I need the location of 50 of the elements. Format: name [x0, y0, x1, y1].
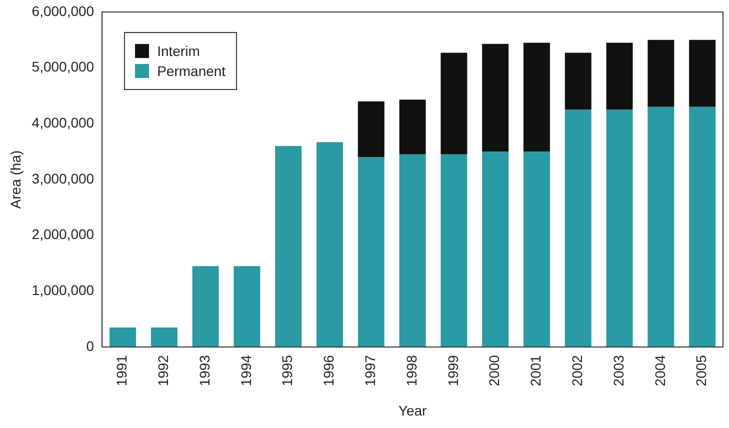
x-tick-label: 1992: [155, 354, 172, 386]
bar: [399, 100, 426, 154]
x-tick-label: 1999: [444, 354, 461, 386]
bar: [523, 42, 550, 152]
bar: [275, 146, 302, 348]
y-tick-label: 5,000,000: [32, 58, 94, 75]
y-tick-label: 3,000,000: [32, 170, 94, 186]
x-tick-label: 1993: [196, 354, 212, 386]
y-tick-label: 4,000,000: [32, 114, 94, 131]
y-axis-title: Area (ha): [7, 150, 24, 209]
y-tick-label: 2,000,000: [32, 226, 94, 242]
bar: [440, 154, 468, 348]
bar: [648, 40, 674, 107]
x-tick-label: 1998: [403, 354, 420, 386]
bar: [482, 152, 509, 348]
x-tick-label: 2000: [486, 354, 502, 386]
bar: [482, 44, 509, 152]
bar: [399, 154, 426, 348]
bar: [689, 106, 716, 348]
x-tick-label: 2004: [652, 354, 668, 386]
y-tick-label: 0: [86, 338, 94, 354]
legend-label: Interim: [157, 43, 200, 59]
x-tick-label: 2001: [528, 354, 544, 386]
bar: [192, 266, 219, 348]
x-tick-label: 2003: [610, 354, 626, 386]
x-tick-label: 1994: [238, 354, 254, 386]
y-tick-label: 6,000,000: [32, 2, 94, 19]
bar: [564, 110, 592, 348]
bar: [440, 52, 468, 154]
bar: [689, 40, 716, 107]
bar: [564, 52, 592, 110]
bar: [358, 101, 384, 158]
bar: [150, 328, 178, 348]
bar: [648, 106, 674, 348]
x-tick-label: 2005: [693, 354, 710, 386]
x-tick-label: 1995: [279, 354, 296, 386]
bar: [234, 266, 260, 348]
x-tick-label: 1996: [320, 354, 337, 386]
x-tick-label: 1991: [114, 354, 130, 386]
y-tick-label: 1,000,000: [32, 282, 94, 298]
bar: [606, 42, 633, 110]
x-axis-title: Year: [398, 402, 428, 418]
bar: [316, 142, 343, 348]
x-tick-label: 2002: [568, 354, 585, 386]
bar: [606, 110, 633, 348]
legend-label: Permanent: [157, 63, 226, 79]
bar: [110, 328, 136, 348]
bar: [358, 157, 384, 348]
bar: [523, 152, 550, 348]
x-tick-label: 1997: [362, 354, 378, 386]
